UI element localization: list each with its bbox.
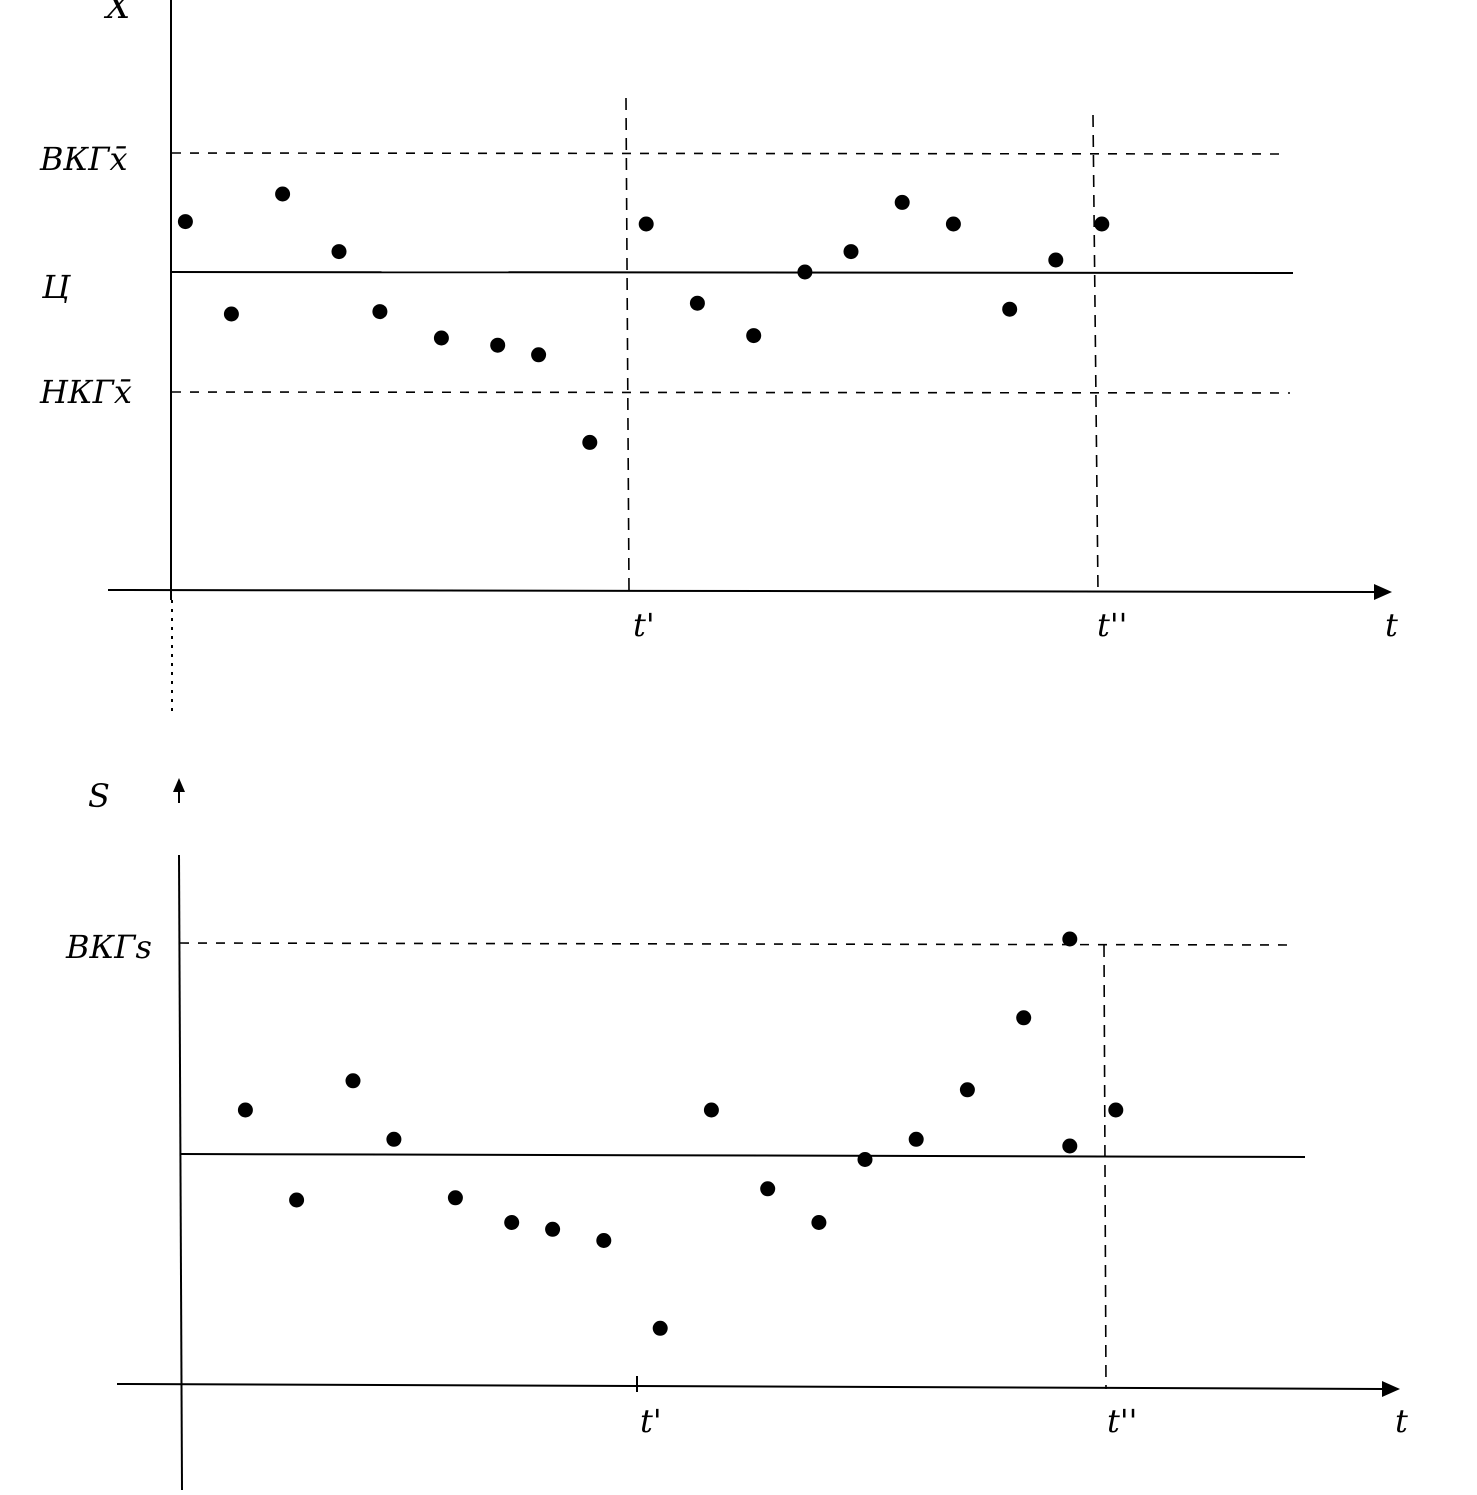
s-chart-ylabel: S <box>88 777 110 815</box>
x-chart-point <box>1002 301 1018 317</box>
s-chart-point <box>1062 931 1078 947</box>
x-chart-point <box>1048 252 1064 268</box>
s-chart-point <box>1062 1138 1078 1154</box>
x-chart-point <box>177 214 193 230</box>
s-chart-marker-t1-label: t' <box>640 1402 662 1440</box>
x-chart-lcl-line <box>171 391 1291 394</box>
x-chart-marker-t2-label: t'' <box>1097 606 1127 644</box>
x-chart-point <box>223 306 239 322</box>
s-chart-marker-t2 <box>1103 944 1107 1390</box>
s-chart-point <box>289 1192 305 1208</box>
s-chart-point <box>237 1102 253 1118</box>
s-chart: S t ВКГs t' t'' <box>65 777 1408 1491</box>
x-chart-point <box>531 347 547 363</box>
s-chart-ucl-line <box>179 942 1294 946</box>
s-chart-ucl-label: ВКГs <box>65 928 152 966</box>
s-chart-point <box>386 1131 402 1147</box>
x-chart-point <box>433 330 449 346</box>
x-chart-center-label: Ц <box>41 268 71 306</box>
x-chart-ucl-line <box>171 152 1283 155</box>
x-chart-point <box>331 244 347 260</box>
x-chart-point <box>797 264 813 280</box>
x-chart-point <box>894 194 910 210</box>
x-chart-point <box>582 434 598 450</box>
x-chart-center-line <box>169 271 1294 274</box>
x-chart-point <box>275 186 291 202</box>
s-chart-marker-t2-label: t'' <box>1107 1402 1137 1440</box>
x-chart-x-axis <box>107 589 1376 593</box>
s-chart-point <box>857 1152 873 1167</box>
x-chart-ucl-label: ВКГx̄ <box>39 140 128 178</box>
s-chart-center-line <box>179 1153 1306 1158</box>
s-chart-point <box>811 1215 827 1230</box>
x-chart-point <box>638 216 654 232</box>
s-chart-point <box>596 1233 612 1248</box>
s-chart-point <box>703 1102 719 1118</box>
x-chart-lcl-label: НКГx̄ <box>39 373 132 411</box>
s-chart-point <box>908 1131 924 1147</box>
s-chart-point <box>1108 1102 1124 1118</box>
s-chart-point <box>652 1320 668 1336</box>
x-chart: X t ВКГx̄ Ц НКГx̄ t' t'' <box>39 0 1398 715</box>
s-chart-point <box>959 1082 975 1098</box>
x-chart-point <box>490 337 506 353</box>
s-chart-point <box>760 1181 776 1197</box>
s-chart-x-axis-arrow <box>1382 1381 1400 1397</box>
x-chart-marker-t2 <box>1092 114 1099 593</box>
s-chart-y-axis <box>178 854 183 1491</box>
s-chart-x-axis <box>116 1383 1383 1390</box>
s-chart-point <box>447 1190 463 1206</box>
x-chart-marker-t1-label: t' <box>633 606 655 644</box>
x-chart-points <box>177 186 1110 450</box>
x-chart-xlabel: t <box>1385 606 1398 644</box>
x-chart-point <box>843 244 859 260</box>
s-chart-y-axis-arrow <box>173 778 185 792</box>
x-chart-point <box>746 328 762 344</box>
s-chart-point <box>545 1221 561 1237</box>
x-chart-point <box>372 304 388 320</box>
x-chart-ylabel: X <box>103 0 132 27</box>
s-chart-point <box>345 1073 361 1089</box>
x-chart-marker-t1 <box>625 97 630 593</box>
x-chart-point <box>945 216 961 232</box>
s-chart-points <box>237 931 1124 1336</box>
s-chart-point <box>504 1215 520 1230</box>
s-chart-xlabel: t <box>1395 1402 1408 1440</box>
x-chart-point <box>1094 216 1110 232</box>
s-chart-point <box>1016 1010 1032 1026</box>
x-chart-point <box>689 295 705 311</box>
x-chart-x-axis-arrow <box>1374 584 1392 600</box>
